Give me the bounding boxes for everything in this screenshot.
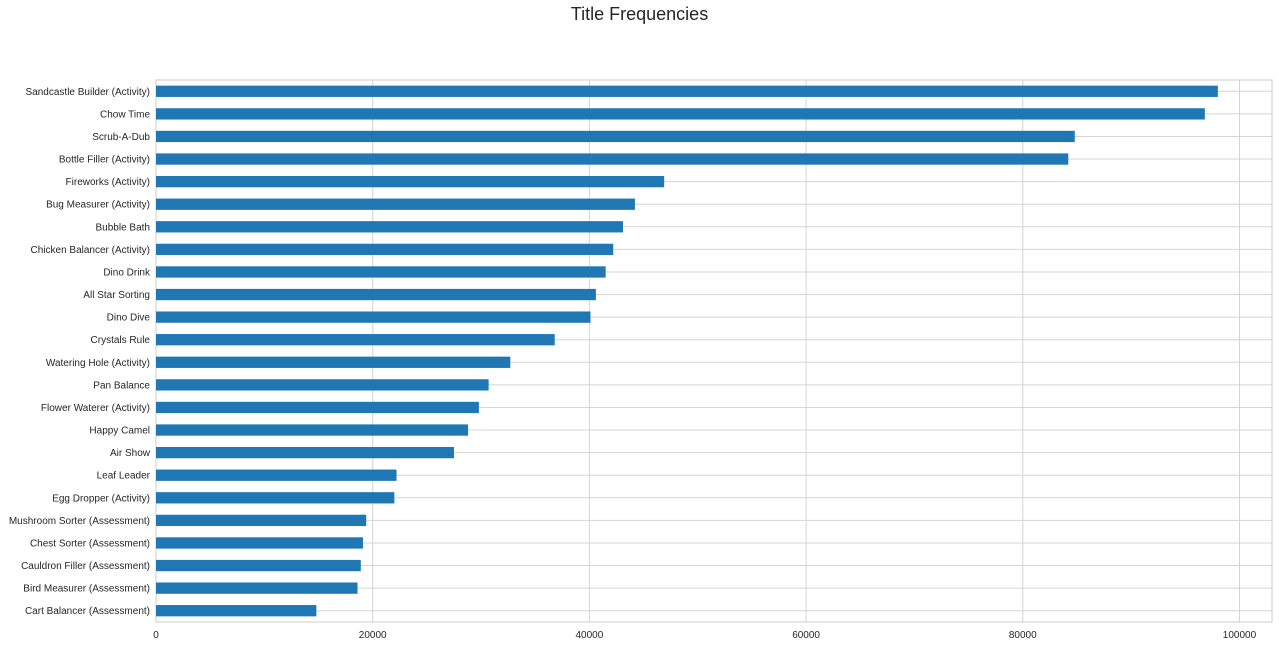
x-tick-label: 20000 [359,630,387,641]
y-tick-label: Bottle Filler (Activity) [59,155,150,166]
bar [156,334,555,346]
y-tick-label: Sandcastle Builder (Activity) [26,87,151,98]
bar [156,288,596,301]
y-tick-label: Bird Measurer (Assessment) [23,584,150,595]
y-tick-label: Flower Waterer (Activity) [41,403,150,414]
x-tick-labels: 0 20000 40000 60000 80000 100000 [153,630,1256,641]
y-tick-label: Mushroom Sorter (Assessment) [9,516,150,527]
bar [156,401,479,414]
y-tick-label: Chicken Balancer (Activity) [31,245,150,256]
bar [156,492,395,504]
bar [156,559,361,572]
y-tick-label: Egg Dropper (Activity) [52,493,150,504]
x-tick-label: 80000 [1009,630,1037,641]
y-tick-label: Fireworks (Activity) [66,177,150,188]
bar [156,582,358,594]
bar [156,175,665,188]
bar [156,108,1205,120]
y-tick-label: Scrub-A-Dub [92,132,150,143]
bar [156,130,1075,143]
y-tick-label: Air Show [110,448,151,459]
y-tick-label: Happy Camel [89,426,150,437]
y-tick-label: Watering Hole (Activity) [46,358,150,369]
y-tick-label: Crystals Rule [91,335,151,346]
y-tick-label: Cart Balancer (Assessment) [25,606,150,617]
y-tick-label: Dino Dive [107,313,151,324]
y-tick-label: Leaf Leader [97,471,151,482]
bar [156,379,489,391]
bar [156,514,367,527]
y-tick-label: Chest Sorter (Assessment) [30,538,150,549]
y-tick-label: Chow Time [100,109,150,120]
chart-title: Title Frequencies [570,4,709,24]
bar [156,424,469,436]
bar [156,85,1218,97]
y-tick-label: Bubble Bath [96,222,151,233]
y-tick-label: All Star Sorting [83,290,150,301]
y-tick-label: Cauldron Filler (Assessment) [21,561,150,572]
bar [156,153,1069,165]
y-tick-labels: Sandcastle Builder (Activity) Chow Time Sc… [9,87,151,617]
x-tick-label: 100000 [1223,630,1257,641]
x-tick-label: 40000 [575,630,603,641]
plot-frame [155,79,1273,623]
bar [156,605,317,617]
bar [156,266,606,278]
bar [156,221,623,233]
bar [156,198,635,210]
bar [156,537,363,549]
bar [156,311,591,323]
bar [156,469,397,481]
bar [156,243,614,256]
bars [156,85,1218,617]
x-tick-label: 60000 [792,630,820,641]
y-tick-label: Pan Balance [93,380,150,391]
bar [156,356,511,368]
bar [156,446,454,459]
x-tick-label: 0 [153,630,159,641]
y-tick-label: Bug Measurer (Activity) [46,200,150,211]
y-tick-label: Dino Drink [103,267,151,278]
